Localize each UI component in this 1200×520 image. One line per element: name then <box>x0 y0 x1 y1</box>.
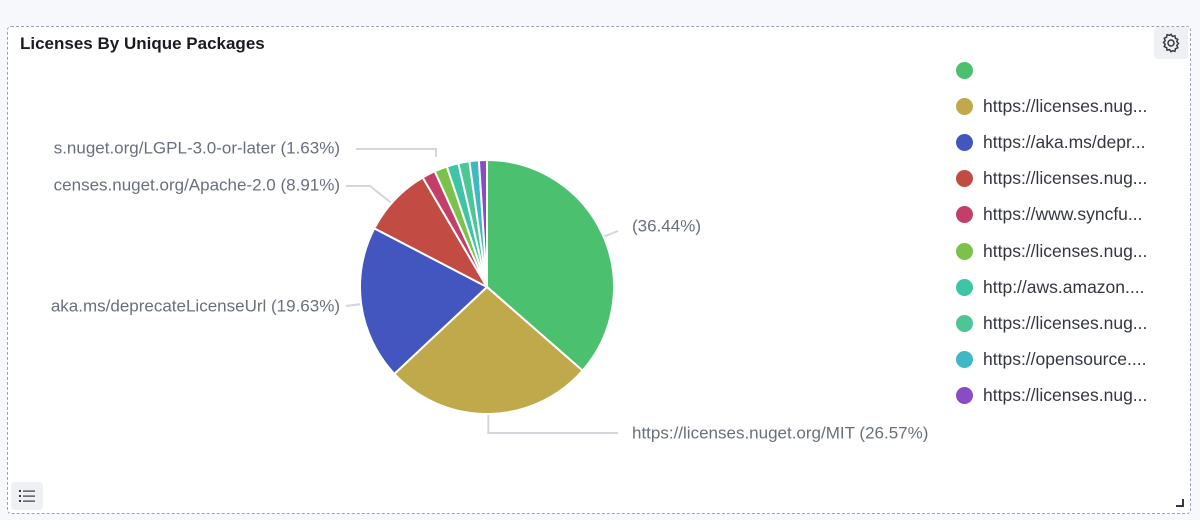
legend-swatch <box>956 387 973 405</box>
pie-slice[interactable] <box>486 158 615 373</box>
gear-icon <box>1162 33 1180 53</box>
legend-item[interactable]: https://licenses.nug... <box>956 233 1172 269</box>
legend-item[interactable]: https://licenses.nug... <box>956 305 1172 341</box>
legend-item[interactable]: http://aws.amazon.... <box>956 269 1172 305</box>
slice-label: s.nuget.org/LGPL-3.0-or-later (1.63%) <box>54 138 340 157</box>
legend-label: https://licenses.nug... <box>983 95 1148 116</box>
legend-label: https://licenses.nug... <box>983 385 1148 406</box>
legend-swatch <box>956 170 973 188</box>
legend-item[interactable]: https://www.syncfu... <box>956 197 1172 233</box>
legend-swatch <box>956 133 973 151</box>
legend-item[interactable]: https://licenses.nug... <box>956 378 1172 412</box>
legend-item[interactable] <box>956 52 1172 88</box>
legend-swatch <box>956 278 973 296</box>
legend-item[interactable]: https://licenses.nug... <box>956 161 1172 197</box>
panel-title: Licenses By Unique Packages <box>20 34 265 53</box>
legend-swatch <box>956 242 973 260</box>
slice-label: (36.44%) <box>632 216 701 235</box>
legend-label: https://www.syncfu... <box>983 204 1143 225</box>
chart-legend: https://licenses.nug... https://aka.ms/de… <box>956 52 1172 412</box>
legend-item[interactable]: https://aka.ms/depr... <box>956 124 1172 160</box>
legend-swatch <box>956 206 973 224</box>
legend-swatch <box>956 97 973 115</box>
legend-item[interactable]: https://opensource.... <box>956 342 1172 378</box>
pie-slice[interactable] <box>477 158 488 288</box>
legend-label: https://aka.ms/depr... <box>983 131 1146 152</box>
pie-slice[interactable] <box>392 285 584 415</box>
legend-label: https://licenses.nug... <box>983 312 1148 333</box>
legend-toggle-button[interactable] <box>11 482 43 510</box>
legend-swatch <box>956 351 973 369</box>
panel-settings-button[interactable] <box>1154 27 1188 59</box>
slice-label: censes.nuget.org/Apache-2.0 (8.91%) <box>54 175 340 194</box>
resize-corner-icon[interactable] <box>1176 499 1184 507</box>
slice-label-leader <box>356 148 438 157</box>
legend-label: https://opensource.... <box>983 349 1147 370</box>
pie-slice[interactable] <box>359 227 489 376</box>
legend-label: https://licenses.nug... <box>983 168 1148 189</box>
legend-item[interactable]: https://licenses.nug... <box>956 88 1172 124</box>
legend-swatch <box>956 61 973 79</box>
legend-label: https://licenses.nug... <box>983 240 1148 261</box>
legend-swatch <box>956 314 973 332</box>
legend-label: http://aws.amazon.... <box>983 276 1145 297</box>
list-icon <box>19 490 35 502</box>
slice-label: aka.ms/deprecateLicenseUrl (19.63%) <box>51 296 340 315</box>
slice-label: https://licenses.nuget.org/MIT (26.57%) <box>632 423 928 442</box>
pie-chart: (36.44%) https://licenses.nuget.org/MIT (… <box>51 138 929 442</box>
